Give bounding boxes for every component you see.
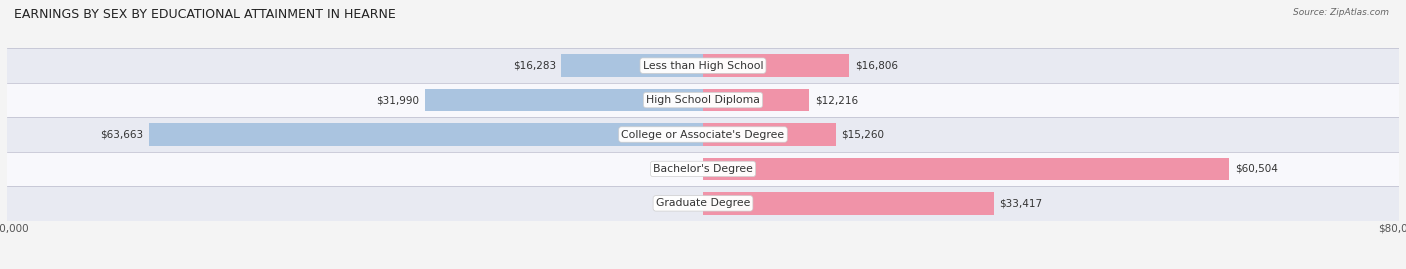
Bar bbox=[425, 89, 703, 111]
Bar bbox=[703, 158, 1229, 180]
Bar bbox=[703, 54, 849, 77]
Text: College or Associate's Degree: College or Associate's Degree bbox=[621, 129, 785, 140]
Bar bbox=[703, 89, 810, 111]
Text: Source: ZipAtlas.com: Source: ZipAtlas.com bbox=[1294, 8, 1389, 17]
Text: $12,216: $12,216 bbox=[815, 95, 858, 105]
Text: Less than High School: Less than High School bbox=[643, 61, 763, 71]
Text: $60,504: $60,504 bbox=[1234, 164, 1278, 174]
Text: $0: $0 bbox=[686, 198, 699, 208]
Bar bbox=[7, 117, 1399, 152]
Text: EARNINGS BY SEX BY EDUCATIONAL ATTAINMENT IN HEARNE: EARNINGS BY SEX BY EDUCATIONAL ATTAINMEN… bbox=[14, 8, 396, 21]
Bar bbox=[703, 192, 994, 215]
Text: $31,990: $31,990 bbox=[377, 95, 419, 105]
Bar bbox=[7, 83, 1399, 117]
Bar bbox=[7, 186, 1399, 221]
Text: Graduate Degree: Graduate Degree bbox=[655, 198, 751, 208]
Text: $16,283: $16,283 bbox=[513, 61, 555, 71]
Bar bbox=[7, 48, 1399, 83]
Text: $33,417: $33,417 bbox=[1000, 198, 1042, 208]
Bar bbox=[561, 54, 703, 77]
Text: $0: $0 bbox=[686, 164, 699, 174]
Bar bbox=[703, 123, 835, 146]
Text: Bachelor's Degree: Bachelor's Degree bbox=[652, 164, 754, 174]
Bar bbox=[7, 152, 1399, 186]
Text: $15,260: $15,260 bbox=[841, 129, 884, 140]
Text: $63,663: $63,663 bbox=[100, 129, 143, 140]
Text: High School Diploma: High School Diploma bbox=[647, 95, 759, 105]
Bar bbox=[149, 123, 703, 146]
Text: $16,806: $16,806 bbox=[855, 61, 898, 71]
